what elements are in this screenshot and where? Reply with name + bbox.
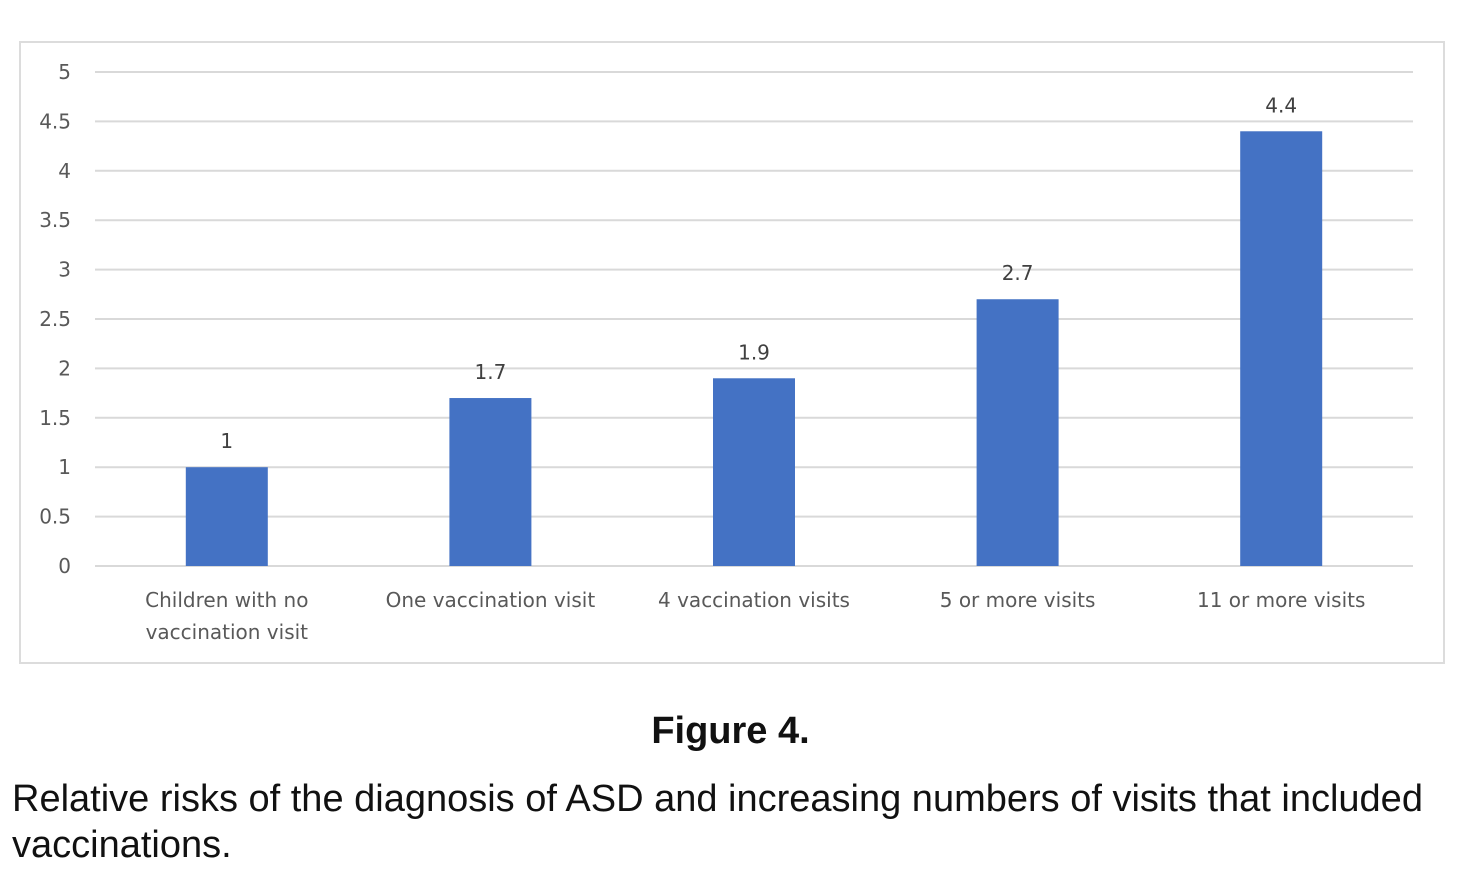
category-label-line: Children with no <box>145 588 308 612</box>
bars <box>185 131 1323 566</box>
y-tick-label: 2.5 <box>39 307 71 331</box>
category-label-line: vaccination visit <box>146 620 309 644</box>
category-label-line: 11 or more visits <box>1197 588 1365 612</box>
bar <box>449 398 532 566</box>
category-label: 11 or more visits <box>1197 588 1365 612</box>
bar-data-label: 1.7 <box>474 360 506 384</box>
bar <box>1240 131 1323 566</box>
y-tick-label: 2 <box>58 356 71 380</box>
figure-label: Figure 4. <box>651 710 810 752</box>
bar <box>185 467 268 566</box>
bar-data-label: 2.7 <box>1002 261 1034 285</box>
bar-data-label: 1 <box>220 429 233 453</box>
y-axis-ticks: 0 0.5 1 1.5 2 2.5 3 3.5 4 4.5 5 <box>39 60 71 578</box>
y-tick-label: 3.5 <box>39 208 71 232</box>
category-label: Children with no vaccination visit <box>145 588 308 644</box>
figure-caption: Relative risks of the diagnosis of ASD a… <box>12 778 1423 866</box>
category-label: 5 or more visits <box>940 588 1096 612</box>
y-tick-label: 4 <box>58 159 71 183</box>
y-tick-label: 1 <box>58 455 71 479</box>
bar-data-label: 1.9 <box>738 340 770 364</box>
gridlines <box>95 71 1413 567</box>
data-labels: 1 1.7 1.9 2.7 4.4 <box>220 93 1297 453</box>
bar <box>976 299 1059 566</box>
category-label: One vaccination visit <box>386 588 596 612</box>
y-tick-label: 0 <box>58 554 71 578</box>
bar <box>713 378 795 566</box>
category-label-line: One vaccination visit <box>386 588 596 612</box>
category-label-line: 4 vaccination visits <box>658 588 850 612</box>
y-tick-label: 3 <box>58 258 71 282</box>
category-label: 4 vaccination visits <box>658 588 850 612</box>
y-tick-label: 4.5 <box>39 109 71 133</box>
y-tick-label: 5 <box>58 60 71 84</box>
bar-chart: 0 0.5 1 1.5 2 2.5 3 3.5 4 4.5 5 1 1.7 1.9 2.7 4.4 Chil… <box>39 60 1413 644</box>
y-tick-label: 0.5 <box>39 505 71 529</box>
category-labels: Children with no vaccination visit One vac… <box>145 588 1365 644</box>
bar-data-label: 4.4 <box>1265 93 1297 117</box>
category-label-line: 5 or more visits <box>940 588 1096 612</box>
y-tick-label: 1.5 <box>39 406 71 430</box>
